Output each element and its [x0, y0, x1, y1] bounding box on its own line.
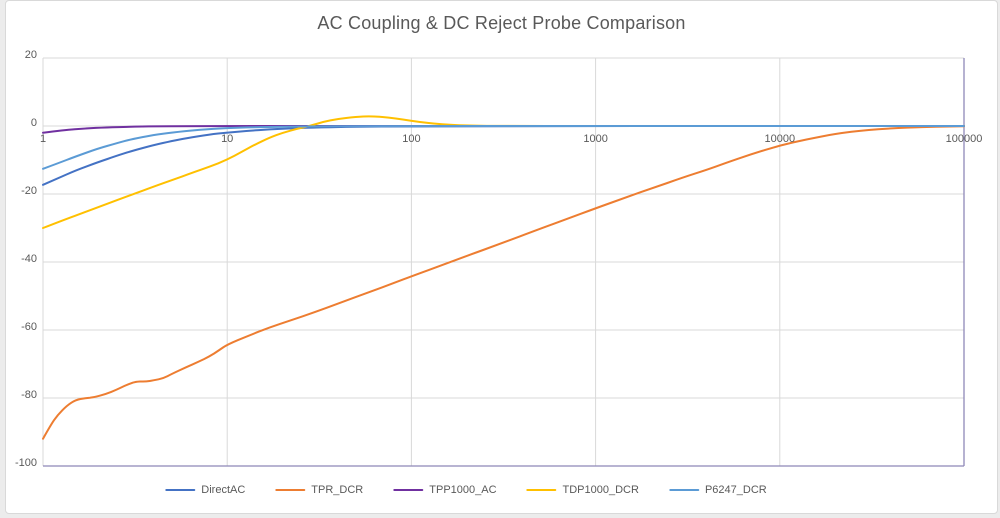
y-tick-label: 20	[24, 49, 37, 61]
legend-item-p6247_dcr: P6247_DCR	[668, 484, 767, 496]
x-tick-label: 1	[39, 133, 47, 145]
plot-area	[42, 57, 965, 467]
legend-line-swatch	[275, 489, 306, 491]
legend-item-tpr_dcr: TPR_DCR	[275, 484, 363, 496]
legend-label: TPP1000_AC	[429, 484, 497, 496]
legend-line-swatch	[526, 489, 557, 491]
legend-line-swatch	[393, 489, 424, 491]
y-tick-label: -60	[21, 321, 37, 333]
legend-label: DirectAC	[201, 484, 246, 496]
x-tick-label: 1000	[583, 133, 608, 145]
y-tick-label: -40	[21, 253, 37, 265]
series-line-TPR_DCR	[42, 125, 965, 440]
legend-line-swatch	[668, 489, 699, 491]
legend-item-tpp1000_ac: TPP1000_AC	[393, 484, 497, 496]
series-line-TDP1000_DCR	[42, 115, 965, 229]
x-tick-label: 100000	[945, 133, 983, 145]
chart-title: AC Coupling & DC Reject Probe Comparison	[317, 13, 686, 33]
legend-label: TPR_DCR	[311, 484, 364, 496]
x-tick-label: 100	[402, 133, 421, 145]
legend-item-tdp1000_dcr: TDP1000_DCR	[526, 484, 639, 496]
chart-area: AC Coupling & DC Reject Probe Comparison…	[5, 0, 998, 514]
legend-label: P6247_DCR	[704, 484, 767, 496]
y-tick-label: -20	[21, 185, 37, 197]
legend-item-directac: DirectAC	[165, 484, 245, 496]
x-tick-label: 10000	[764, 133, 796, 145]
legend-label: TDP1000_DCR	[562, 484, 639, 496]
legend: DirectAC TPR_DCR TPP1000_AC TDP1000_DCR P624…	[165, 484, 767, 496]
x-tick-label: 10	[221, 133, 234, 145]
series-line-P6247_DCR	[42, 124, 965, 170]
legend-line-swatch	[165, 489, 196, 491]
y-tick-label: -100	[14, 457, 37, 469]
y-tick-label: 0	[30, 117, 37, 129]
y-tick-label: -80	[21, 389, 37, 401]
